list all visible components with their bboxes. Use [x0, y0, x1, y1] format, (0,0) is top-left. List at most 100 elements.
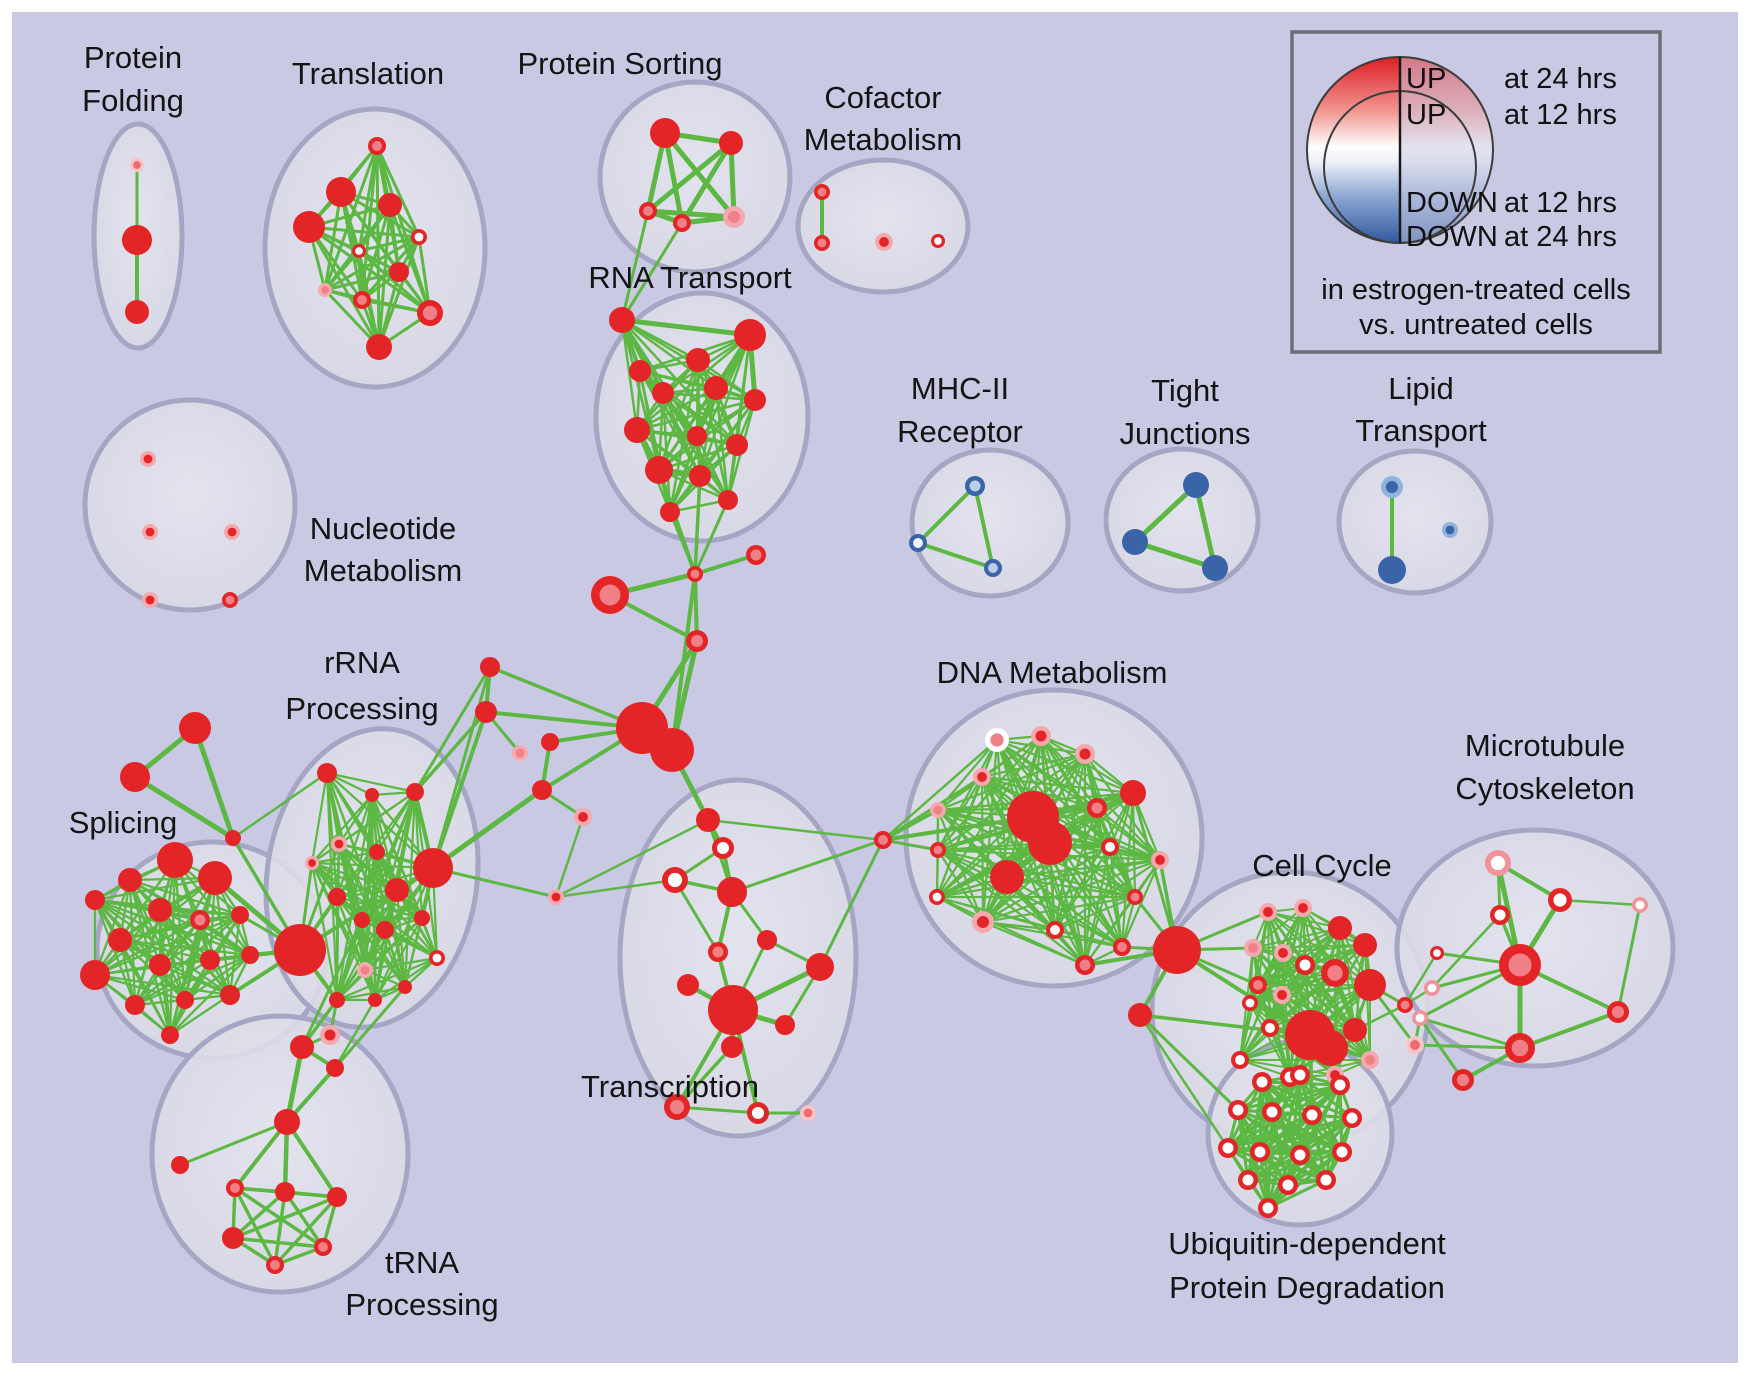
network-edge	[936, 738, 999, 812]
network-edge	[936, 808, 1124, 949]
network-edge	[936, 752, 1087, 812]
network-node-center	[1508, 953, 1532, 977]
network-node	[757, 930, 777, 950]
network-edge	[1246, 1113, 1314, 1182]
network-node-center	[133, 161, 141, 169]
network-edge	[323, 144, 379, 292]
network-node	[122, 225, 152, 255]
network-node-center	[1494, 909, 1506, 921]
network-node-center	[1278, 948, 1288, 958]
network-node	[1128, 1003, 1152, 1027]
network-node-center	[227, 527, 237, 537]
network-node	[744, 389, 766, 411]
network-edge	[673, 878, 720, 954]
cluster-label-rrna-processing: rRNA	[324, 645, 400, 680]
network-edge	[158, 913, 242, 967]
network-edge	[323, 288, 381, 349]
cluster-label-mhc-ii-receptor: Receptor	[897, 414, 1023, 449]
network-node	[275, 1182, 295, 1202]
network-edge	[620, 318, 639, 432]
network-edge	[231, 1195, 339, 1240]
network-node-center	[727, 210, 741, 224]
network-edge	[323, 190, 343, 292]
network-node-center	[712, 946, 724, 958]
network-node-center	[977, 772, 987, 782]
network-node-center	[932, 892, 942, 902]
network-edge	[1266, 1110, 1274, 1210]
network-edge	[333, 985, 407, 1070]
network-edge	[373, 916, 424, 1002]
network-node	[179, 712, 211, 744]
network-node	[990, 860, 1024, 894]
network-edge	[620, 318, 752, 337]
network-edge	[881, 738, 999, 842]
network-node-center	[1248, 943, 1258, 953]
network-edge	[233, 1186, 325, 1249]
network-edge	[168, 953, 252, 1037]
network-node	[120, 762, 150, 792]
network-edge	[168, 918, 202, 1037]
network-edge	[935, 858, 1162, 899]
network-edge	[310, 850, 379, 865]
network-edge	[881, 808, 940, 842]
network-node	[624, 417, 650, 443]
network-node-center	[1611, 1005, 1625, 1019]
network-node	[329, 992, 345, 1008]
network-edge	[93, 898, 212, 962]
network-node	[480, 657, 500, 677]
network-node	[532, 780, 552, 800]
network-node-center	[1262, 1202, 1274, 1214]
network-node-center	[578, 812, 588, 822]
network-node-center	[690, 634, 704, 648]
network-node	[726, 434, 748, 456]
network-node-center	[1091, 802, 1103, 814]
network-node-center	[1235, 1055, 1245, 1065]
legend-caption-line2: vs. untreated cells	[1359, 309, 1593, 341]
network-node	[704, 376, 728, 400]
network-node	[125, 300, 149, 324]
network-node	[80, 960, 110, 990]
network-edge	[93, 898, 137, 1007]
network-node-center	[1282, 1179, 1294, 1191]
network-node-center	[878, 835, 888, 845]
network-edge	[693, 498, 730, 576]
legend-dir-up24: UP	[1406, 63, 1446, 95]
network-node-center	[1490, 855, 1506, 871]
network-node	[198, 861, 232, 895]
network-node-center	[969, 480, 981, 492]
network-node	[1343, 1018, 1367, 1042]
network-edge	[1108, 845, 1124, 949]
network-edge	[881, 838, 940, 852]
network-node	[161, 1026, 179, 1044]
network-edge	[1132, 539, 1218, 571]
network-edge	[1138, 1013, 1230, 1150]
network-node	[406, 783, 424, 801]
network-node-center	[934, 237, 942, 245]
network-node	[317, 763, 337, 783]
network-edge	[818, 838, 885, 969]
network-edge	[158, 963, 172, 1037]
network-node-center	[1130, 892, 1140, 902]
network-edge	[1236, 1083, 1342, 1112]
network-node	[721, 1036, 743, 1058]
network-edge	[360, 918, 377, 1002]
network-edge	[1083, 895, 1137, 967]
network-edge	[1418, 1016, 1465, 1082]
network-node	[231, 906, 249, 924]
network-node-center	[318, 1242, 328, 1252]
network-edge	[1226, 1116, 1354, 1150]
network-node	[677, 974, 699, 996]
network-edge	[620, 209, 650, 322]
network-edge	[1239, 1002, 1251, 1061]
network-node-center	[1254, 1146, 1266, 1158]
network-edge	[1246, 1150, 1344, 1182]
network-edge	[310, 861, 339, 1002]
network-edge	[1558, 898, 1642, 907]
network-node-center	[990, 733, 1004, 747]
cluster-label-protein-sorting: Protein Sorting	[517, 46, 722, 81]
network-edge	[936, 775, 984, 812]
cluster-label-translation: Translation	[292, 56, 444, 91]
cluster-label-trna-processing: Processing	[345, 1287, 498, 1322]
network-edge	[488, 665, 644, 730]
network-node-center	[1079, 959, 1091, 971]
